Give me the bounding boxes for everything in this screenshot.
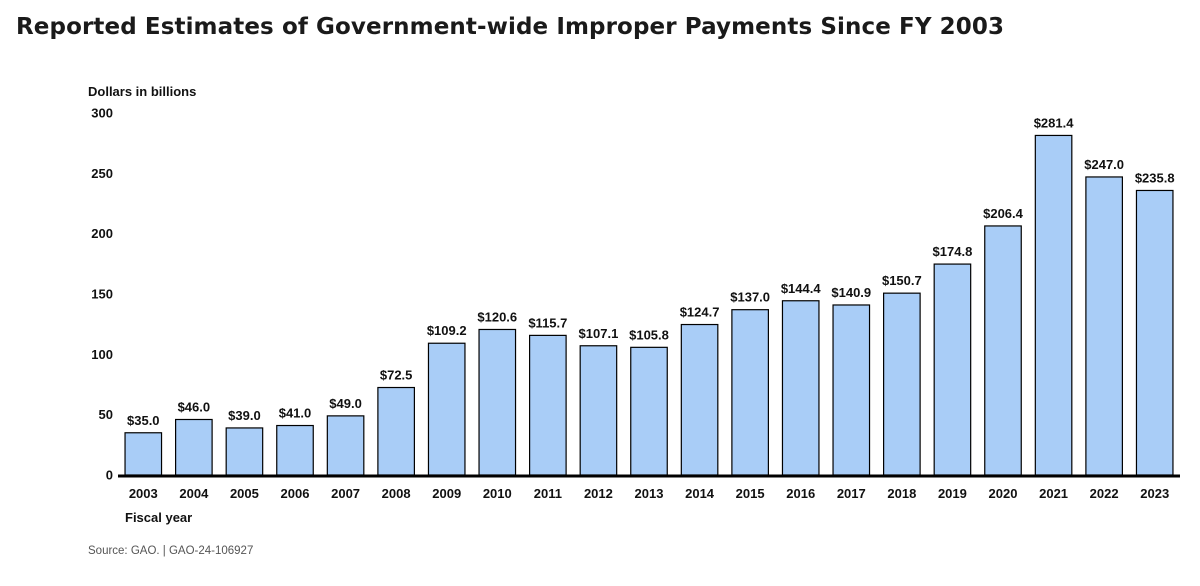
bar <box>1085 176 1123 476</box>
bar-value-label: $137.0 <box>730 290 770 305</box>
bar <box>781 300 820 476</box>
x-tick-label: 2021 <box>1039 486 1068 501</box>
x-tick-label: 2019 <box>938 486 967 501</box>
bar-value-label: $109.2 <box>427 323 467 338</box>
x-tick-label: 2010 <box>483 486 512 501</box>
x-tick-label: 2003 <box>129 486 158 501</box>
y-axis-unit-label: Dollars in billions <box>88 84 196 99</box>
bar-value-label: $144.4 <box>781 281 822 296</box>
bar <box>175 418 213 476</box>
x-tick-label: 2004 <box>179 486 209 501</box>
bar-value-label: $206.4 <box>983 206 1024 221</box>
bar-value-labels: $35.0 $46.0 $39.0 $41.0 $49.0 $72.5 $109.2 $120… <box>127 115 1175 427</box>
x-tick-label: 2016 <box>786 486 815 501</box>
bar <box>326 415 365 476</box>
x-tick-label: 2017 <box>837 486 866 501</box>
bar <box>680 323 719 476</box>
bar-value-label: $46.0 <box>178 399 211 414</box>
bars <box>124 134 1174 476</box>
bar <box>731 309 769 476</box>
bar <box>984 225 1022 476</box>
x-tick-label: 2012 <box>584 486 613 501</box>
x-tick-label: 2014 <box>685 486 715 501</box>
y-tick-label: 100 <box>91 347 113 362</box>
bar <box>1034 134 1073 476</box>
x-tick-label: 2015 <box>736 486 765 501</box>
x-tick-label: 2007 <box>331 486 360 501</box>
bar-value-label: $120.6 <box>477 309 517 324</box>
bar <box>933 263 972 476</box>
y-tick-label: 50 <box>99 407 113 422</box>
bar-value-label: $35.0 <box>127 413 160 428</box>
bar-value-label: $107.1 <box>579 326 619 341</box>
bar <box>478 328 517 476</box>
y-tick-label: 300 <box>91 106 113 121</box>
bar-value-label: $115.7 <box>528 315 567 330</box>
bar-chart: Dollars in billions 0 50 100 150 200 250 300 $… <box>88 84 1180 525</box>
bar <box>377 386 415 476</box>
bar <box>225 427 264 476</box>
x-tick-label: 2011 <box>534 486 562 501</box>
x-tick-label: 2013 <box>635 486 664 501</box>
page-title: Reported Estimates of Government-wide Im… <box>16 14 1005 40</box>
bar-value-label: $140.9 <box>831 285 871 300</box>
x-tick-label: 2006 <box>281 486 310 501</box>
bar-value-label: $72.5 <box>380 368 413 383</box>
x-axis-title: Fiscal year <box>125 510 192 525</box>
bar <box>124 432 163 476</box>
bar-value-label: $39.0 <box>228 408 261 423</box>
bar-value-label: $150.7 <box>882 273 922 288</box>
y-axis-ticks: 0 50 100 150 200 250 300 <box>91 106 113 483</box>
bar-value-label: $49.0 <box>329 396 362 411</box>
bar <box>630 346 668 476</box>
bar-value-label: $124.7 <box>680 305 720 320</box>
y-tick-label: 150 <box>91 287 113 302</box>
x-tick-label: 2008 <box>382 486 411 501</box>
x-tick-label: 2009 <box>432 486 461 501</box>
bar-value-label: $41.0 <box>279 406 312 421</box>
y-tick-label: 200 <box>91 226 113 241</box>
bar-value-label: $281.4 <box>1034 115 1075 130</box>
x-tick-label: 2023 <box>1140 486 1169 501</box>
y-tick-label: 250 <box>91 166 113 181</box>
source-note: Source: GAO. | GAO-24-106927 <box>88 545 254 557</box>
x-tick-label: 2018 <box>887 486 916 501</box>
bar <box>276 424 314 476</box>
x-tick-label: 2020 <box>989 486 1018 501</box>
bar <box>883 292 921 476</box>
bar-value-label: $235.8 <box>1135 170 1175 185</box>
bar-value-label: $174.8 <box>933 244 973 259</box>
x-tick-label: 2022 <box>1090 486 1119 501</box>
bar <box>832 304 871 476</box>
bar <box>579 345 618 476</box>
bar <box>427 342 466 476</box>
bar <box>1135 189 1174 476</box>
x-tick-label: 2005 <box>230 486 259 501</box>
bar <box>529 334 567 476</box>
y-tick-label: 0 <box>106 468 113 483</box>
x-axis-ticks: 2003 2004 2005 2006 2007 2008 2009 2010 2011 2012… <box>129 486 1169 501</box>
bar-value-label: $247.0 <box>1084 157 1124 172</box>
bar-value-label: $105.8 <box>629 327 669 342</box>
